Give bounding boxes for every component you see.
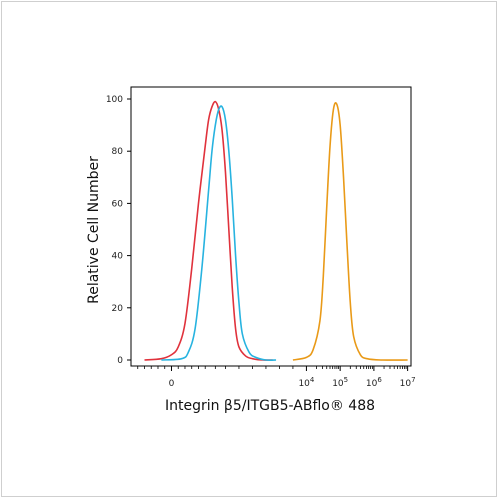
histogram-series-1 <box>144 100 273 361</box>
y-axis-ticks: 0 20 40 60 80 100 <box>106 95 131 366</box>
y-axis-title: Relative Cell Number <box>86 156 102 304</box>
x-axis-title: Integrin β5/ITGB5-ABflo® 488 <box>165 398 375 414</box>
x-tick-label: 106 <box>366 376 382 389</box>
y-tick-label: 20 <box>112 304 124 314</box>
x-axis-ticks: 0 104 105 106 107 <box>137 366 416 389</box>
histogram-series-2 <box>161 105 277 361</box>
y-tick-label: 40 <box>112 252 124 262</box>
x-tick-label: 105 <box>332 376 348 389</box>
y-tick-label: 80 <box>112 147 124 157</box>
y-tick-label: 60 <box>112 199 124 209</box>
y-tick-label: 100 <box>106 95 123 105</box>
axes-box <box>130 86 412 367</box>
histogram-series-3 <box>292 102 408 361</box>
plot-area <box>130 86 412 367</box>
x-tick-label: 107 <box>400 376 416 389</box>
x-tick-label: 0 <box>169 379 175 389</box>
y-tick-label: 0 <box>117 356 123 366</box>
series-layer <box>144 100 408 361</box>
x-tick-label: 104 <box>298 376 314 389</box>
